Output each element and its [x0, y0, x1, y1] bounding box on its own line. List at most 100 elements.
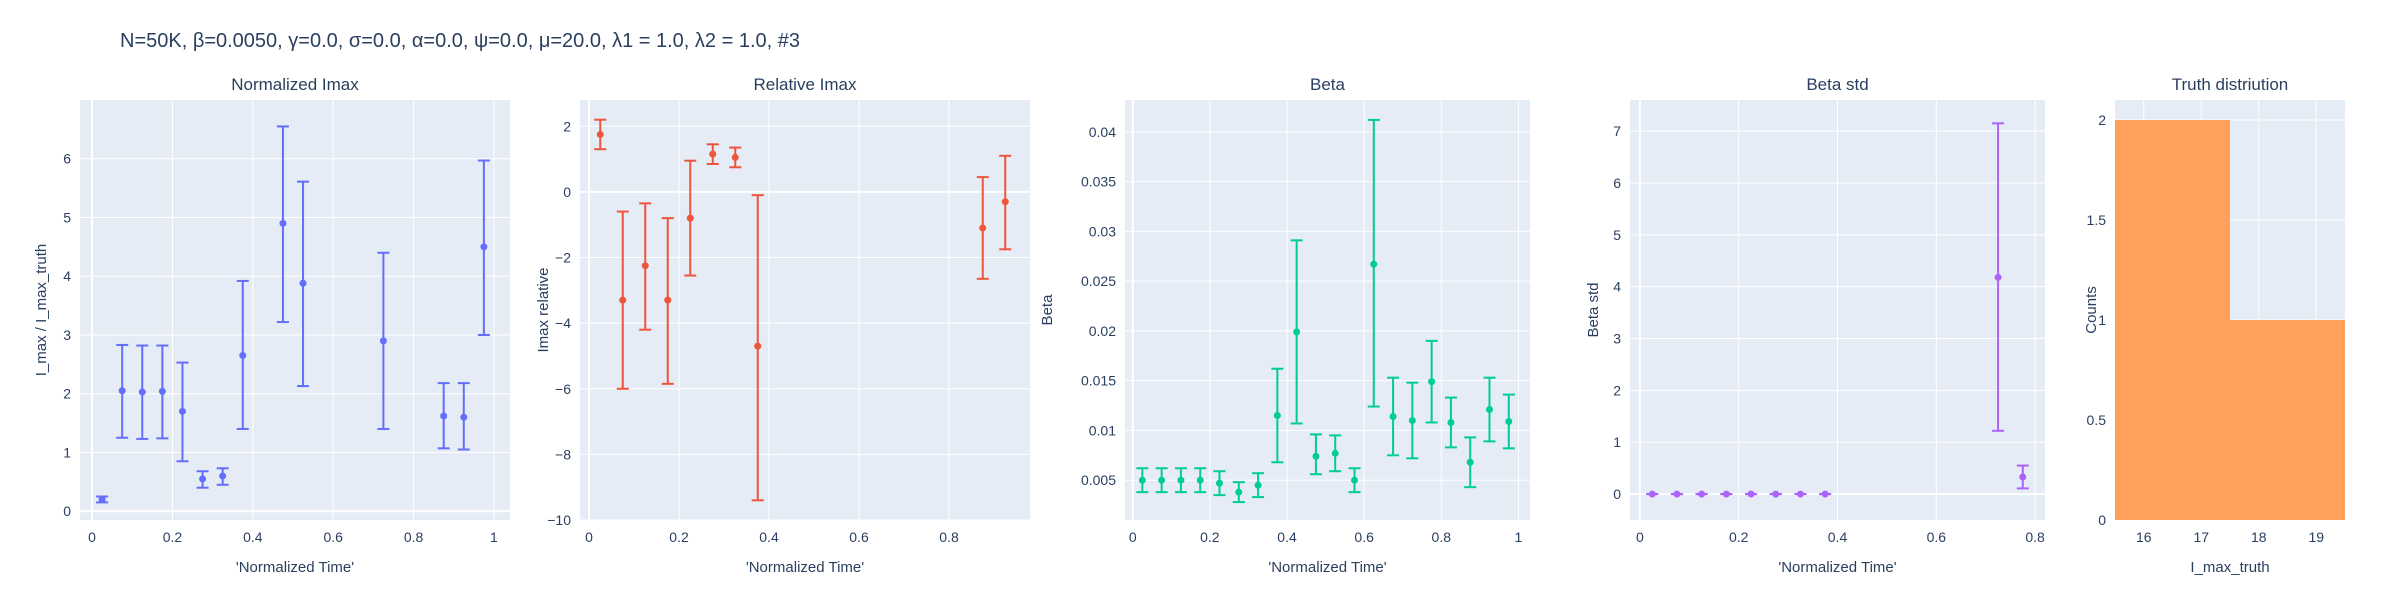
data-point — [1351, 476, 1358, 484]
data-point — [664, 296, 672, 304]
data-point — [1698, 490, 1706, 498]
x-tick-label: 0.2 — [1729, 529, 1749, 545]
x-tick-label: 0.2 — [669, 529, 689, 545]
data-point — [731, 153, 739, 161]
y-tick-label: 0.035 — [1081, 174, 1116, 190]
y-axis-label: Imax relative — [535, 267, 552, 352]
data-point — [219, 472, 227, 480]
x-tick-label: 0.2 — [1200, 529, 1220, 545]
plot-area — [580, 100, 1030, 520]
x-tick-label: 0.4 — [243, 529, 263, 545]
data-point — [1158, 476, 1166, 484]
data-point — [1648, 490, 1656, 498]
data-point — [480, 243, 488, 251]
figure-title: N=50K, β=0.0050, γ=0.0, σ=0.0, α=0.0, ψ=… — [120, 30, 800, 52]
y-tick-label: 1 — [2098, 312, 2106, 328]
y-tick-label: 0.04 — [1089, 124, 1116, 140]
x-tick-label: 0.4 — [1828, 529, 1848, 545]
panel-title: Beta std — [1806, 75, 1868, 94]
x-tick-label: 1 — [490, 529, 498, 545]
x-tick-label: 16 — [2136, 529, 2152, 545]
x-axis-label: 'Normalized Time' — [1268, 559, 1386, 576]
x-tick-label: 1 — [1515, 529, 1523, 545]
data-point — [1196, 476, 1204, 484]
y-tick-label: 3 — [63, 327, 71, 343]
x-axis-label: 'Normalized Time' — [1778, 559, 1896, 576]
x-tick-label: 0.4 — [759, 529, 779, 545]
data-point — [118, 387, 126, 395]
y-tick-label: −6 — [555, 381, 571, 397]
y-tick-label: 2 — [563, 118, 571, 134]
data-point — [709, 150, 717, 158]
data-point — [279, 219, 287, 227]
data-point — [1138, 476, 1146, 484]
data-point — [1216, 479, 1223, 487]
y-axis-label: Beta std — [1585, 282, 1602, 337]
data-point — [199, 475, 207, 483]
data-point — [1273, 411, 1281, 419]
y-tick-label: 0.01 — [1089, 422, 1116, 438]
x-tick-label: 0.6 — [1927, 529, 1947, 545]
y-axis-label: Counts — [2083, 286, 2100, 334]
x-tick-label: 0 — [1129, 529, 1137, 545]
chart-panel-1: 0 1 2 3 4 5 6 0 0.2 0.4 0.6 0.8 1 Normalized Imax 'Nor… — [33, 75, 510, 576]
y-tick-label: 0 — [2098, 512, 2106, 528]
y-axis-label: Beta — [1039, 294, 1056, 326]
y-tick-label: −10 — [547, 512, 571, 528]
data-point — [1673, 490, 1681, 498]
data-point — [1235, 488, 1243, 496]
data-point — [641, 262, 649, 270]
data-point — [98, 495, 106, 503]
data-point — [1447, 418, 1455, 426]
y-tick-label: 1 — [63, 444, 71, 460]
x-tick-label: 0.4 — [1277, 529, 1297, 545]
y-tick-label: 1 — [1613, 434, 1621, 450]
y-tick-label: 0.025 — [1081, 273, 1116, 289]
y-axis-label: I_max / I_max_truth — [33, 244, 50, 377]
data-point — [158, 387, 166, 395]
y-tick-label: 0.5 — [2087, 412, 2107, 428]
data-point — [1293, 328, 1301, 336]
x-tick-label: 0.8 — [939, 529, 959, 545]
data-point — [1177, 476, 1185, 484]
x-tick-label: 0 — [1636, 529, 1644, 545]
panel-title: Relative Imax — [754, 75, 857, 94]
chart-panel-5: 0 0.5 1 1.5 2 16 17 18 19 Truth distriution I_max_… — [2083, 75, 2345, 576]
chart-panel-4: 0 1 2 3 4 5 6 7 0 0.2 0.4 0.6 0.8 Beta std 'Normalized… — [1585, 75, 2045, 576]
y-tick-label: 0.015 — [1081, 373, 1116, 389]
data-point — [1428, 378, 1436, 386]
y-tick-label: 0 — [1613, 486, 1621, 502]
y-tick-label: 0.02 — [1089, 323, 1116, 339]
data-point — [138, 388, 146, 396]
x-tick-label: 0.6 — [849, 529, 869, 545]
x-tick-label: 0.8 — [404, 529, 424, 545]
y-tick-label: 5 — [1613, 227, 1621, 243]
y-tick-label: 0 — [563, 184, 571, 200]
data-point — [1772, 490, 1780, 498]
data-point — [1994, 273, 2002, 281]
data-point — [1254, 481, 1262, 489]
data-point — [1821, 490, 1829, 498]
histogram-bar — [2115, 120, 2230, 520]
data-point — [1747, 490, 1755, 498]
data-point — [1331, 449, 1339, 457]
y-tick-label: −2 — [555, 250, 571, 266]
y-tick-label: 4 — [63, 268, 71, 284]
x-tick-label: 0.2 — [163, 529, 183, 545]
data-point — [979, 224, 987, 232]
x-axis-label: 'Normalized Time' — [746, 559, 864, 576]
data-point — [379, 337, 387, 345]
data-point — [178, 407, 186, 415]
data-point — [596, 130, 604, 138]
data-point — [619, 296, 627, 304]
y-tick-label: 6 — [1613, 175, 1621, 191]
y-tick-label: 2 — [2098, 112, 2106, 128]
data-point — [1370, 260, 1378, 268]
x-tick-label: 0.8 — [2025, 529, 2045, 545]
y-tick-label: 6 — [63, 151, 71, 167]
data-point — [239, 352, 247, 360]
data-point — [440, 412, 448, 420]
data-point — [1722, 490, 1730, 498]
y-tick-label: 5 — [63, 209, 71, 225]
x-tick-label: 18 — [2251, 529, 2267, 545]
